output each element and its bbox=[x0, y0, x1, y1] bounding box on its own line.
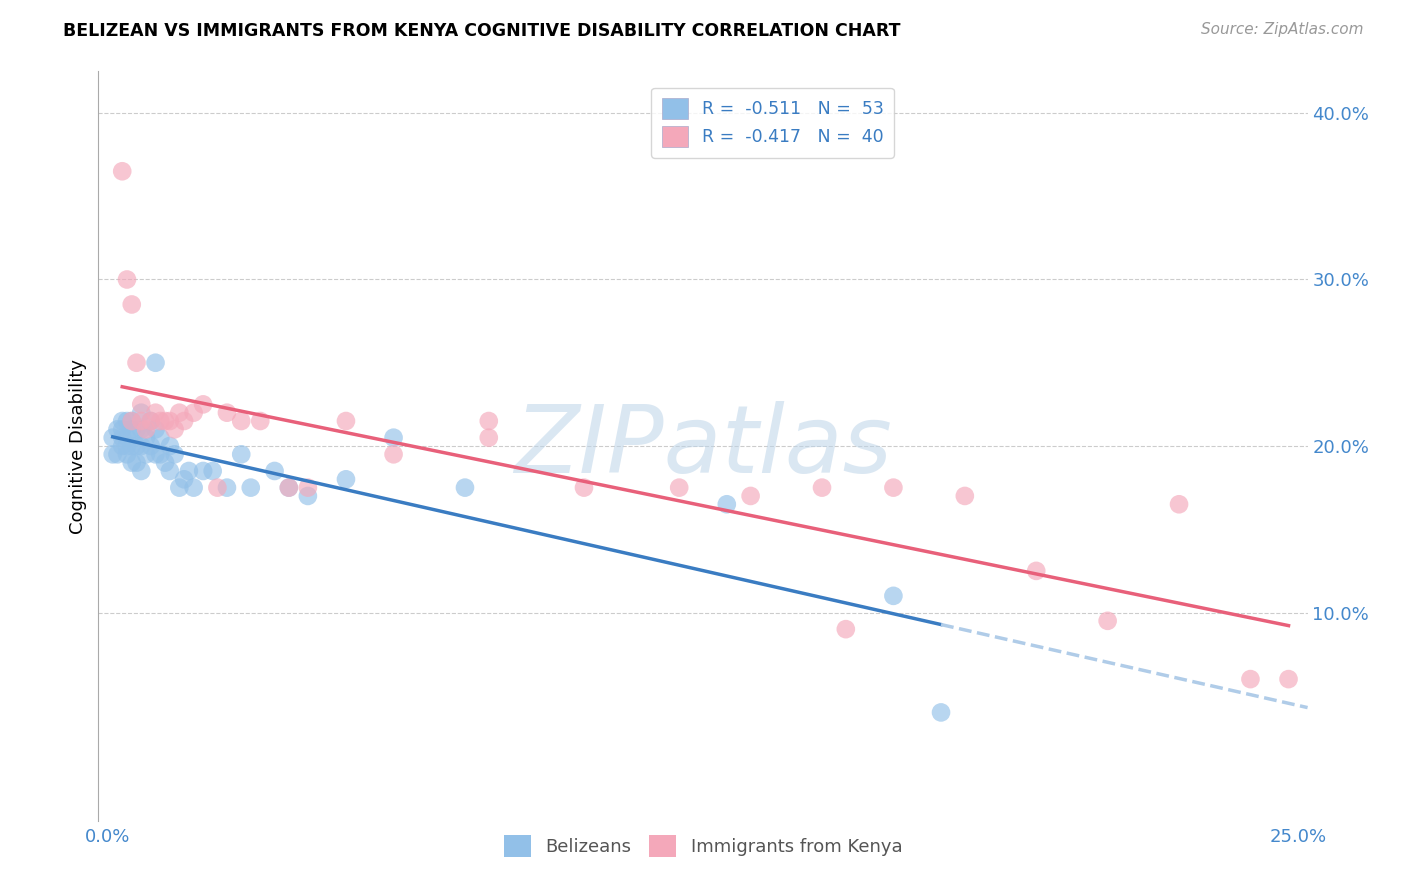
Point bbox=[882, 589, 904, 603]
Point bbox=[173, 472, 195, 486]
Point bbox=[163, 447, 186, 461]
Point bbox=[1097, 614, 1119, 628]
Point bbox=[153, 414, 176, 428]
Point bbox=[183, 481, 205, 495]
Point bbox=[139, 414, 162, 428]
Point bbox=[249, 414, 271, 428]
Point bbox=[115, 272, 138, 286]
Point bbox=[145, 356, 167, 370]
Point bbox=[125, 356, 148, 370]
Point bbox=[107, 447, 129, 461]
Point bbox=[111, 164, 134, 178]
Point bbox=[169, 406, 191, 420]
Point bbox=[177, 464, 200, 478]
Point bbox=[115, 431, 138, 445]
Point bbox=[207, 481, 229, 495]
Point bbox=[740, 489, 762, 503]
Point bbox=[121, 422, 143, 436]
Y-axis label: Cognitive Disability: Cognitive Disability bbox=[69, 359, 87, 533]
Point bbox=[882, 481, 904, 495]
Point bbox=[263, 464, 285, 478]
Point bbox=[454, 481, 477, 495]
Point bbox=[107, 422, 129, 436]
Point bbox=[191, 397, 214, 411]
Point bbox=[121, 414, 143, 428]
Point bbox=[183, 406, 205, 420]
Text: Source: ZipAtlas.com: Source: ZipAtlas.com bbox=[1201, 22, 1364, 37]
Point bbox=[101, 431, 124, 445]
Point bbox=[139, 439, 162, 453]
Point bbox=[111, 431, 134, 445]
Point bbox=[101, 447, 124, 461]
Legend: Belizeans, Immigrants from Kenya: Belizeans, Immigrants from Kenya bbox=[496, 828, 910, 864]
Point bbox=[111, 422, 134, 436]
Point bbox=[169, 481, 191, 495]
Point bbox=[129, 439, 152, 453]
Point bbox=[145, 447, 167, 461]
Point bbox=[215, 406, 238, 420]
Point bbox=[382, 431, 405, 445]
Point bbox=[121, 439, 143, 453]
Point bbox=[1025, 564, 1047, 578]
Point bbox=[572, 481, 595, 495]
Point bbox=[163, 422, 186, 436]
Point bbox=[668, 481, 690, 495]
Point bbox=[111, 414, 134, 428]
Point bbox=[135, 447, 157, 461]
Point bbox=[149, 414, 172, 428]
Point bbox=[129, 414, 152, 428]
Point bbox=[335, 472, 357, 486]
Point bbox=[159, 439, 181, 453]
Point bbox=[953, 489, 976, 503]
Point bbox=[835, 622, 858, 636]
Point bbox=[115, 414, 138, 428]
Point bbox=[149, 431, 172, 445]
Point bbox=[149, 447, 172, 461]
Point bbox=[201, 464, 224, 478]
Point bbox=[191, 464, 214, 478]
Point bbox=[382, 447, 405, 461]
Point bbox=[173, 414, 195, 428]
Point bbox=[111, 439, 134, 453]
Point bbox=[129, 397, 152, 411]
Point bbox=[716, 497, 738, 511]
Point bbox=[135, 431, 157, 445]
Point bbox=[811, 481, 834, 495]
Point bbox=[159, 464, 181, 478]
Point bbox=[125, 456, 148, 470]
Point bbox=[277, 481, 299, 495]
Point bbox=[125, 439, 148, 453]
Point bbox=[231, 447, 253, 461]
Point bbox=[215, 481, 238, 495]
Point bbox=[129, 422, 152, 436]
Point bbox=[135, 422, 157, 436]
Point bbox=[129, 464, 152, 478]
Point bbox=[115, 439, 138, 453]
Point bbox=[121, 456, 143, 470]
Point bbox=[139, 414, 162, 428]
Point bbox=[277, 481, 299, 495]
Point bbox=[121, 414, 143, 428]
Point bbox=[478, 414, 501, 428]
Text: ZIPatlas: ZIPatlas bbox=[515, 401, 891, 491]
Point bbox=[239, 481, 262, 495]
Point bbox=[159, 414, 181, 428]
Point bbox=[121, 297, 143, 311]
Point bbox=[145, 406, 167, 420]
Point bbox=[297, 489, 319, 503]
Point bbox=[478, 431, 501, 445]
Point bbox=[129, 406, 152, 420]
Point bbox=[231, 414, 253, 428]
Point bbox=[335, 414, 357, 428]
Point bbox=[1239, 672, 1261, 686]
Text: BELIZEAN VS IMMIGRANTS FROM KENYA COGNITIVE DISABILITY CORRELATION CHART: BELIZEAN VS IMMIGRANTS FROM KENYA COGNIT… bbox=[63, 22, 901, 40]
Point bbox=[125, 422, 148, 436]
Point bbox=[115, 447, 138, 461]
Point bbox=[153, 456, 176, 470]
Point bbox=[1277, 672, 1299, 686]
Point bbox=[297, 481, 319, 495]
Point bbox=[145, 422, 167, 436]
Point bbox=[1168, 497, 1191, 511]
Point bbox=[929, 706, 952, 720]
